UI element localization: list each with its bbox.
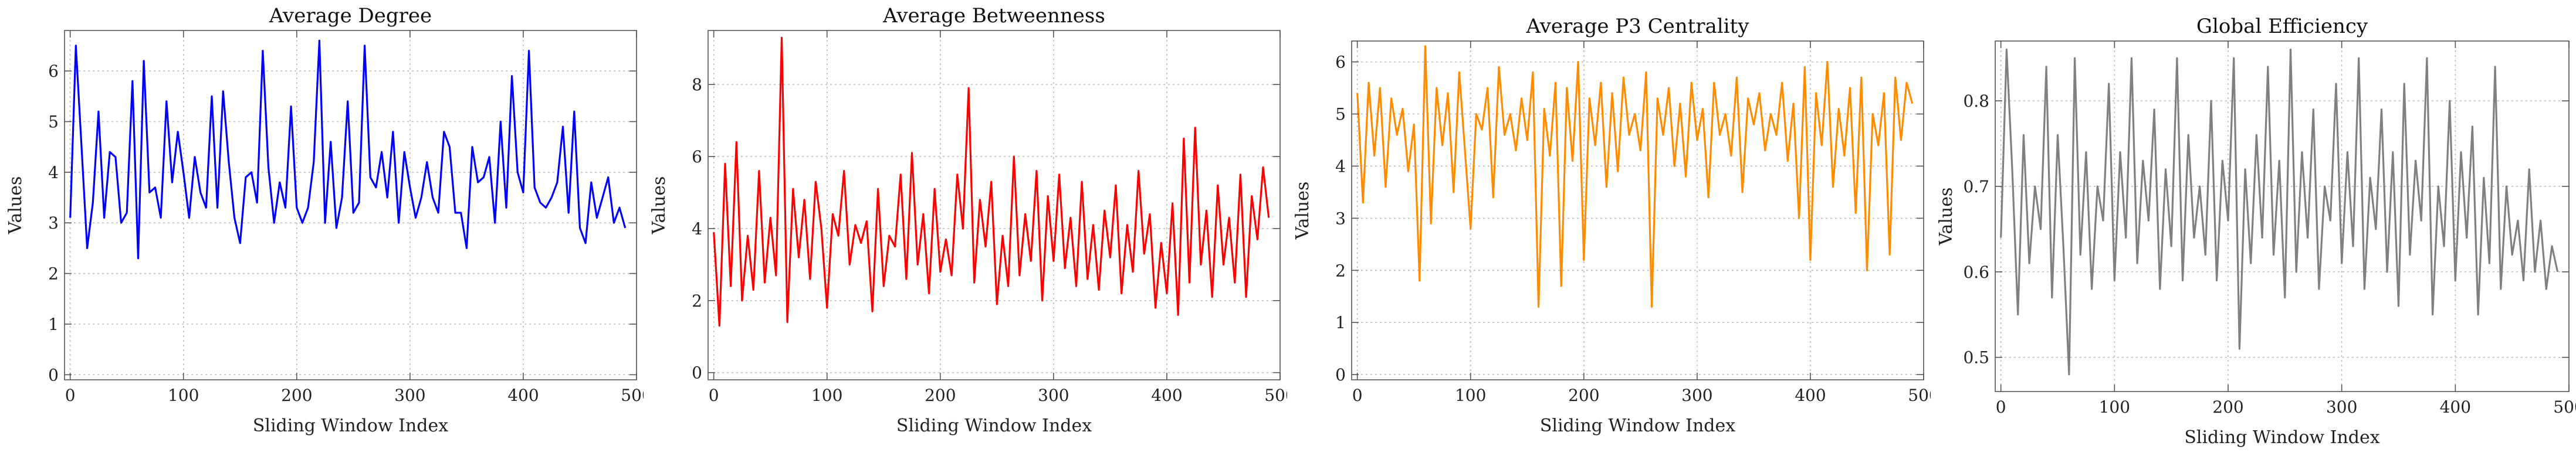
plot-frame — [1351, 40, 1924, 380]
y-tick-label: 0 — [48, 365, 59, 384]
y-tick-label: 4 — [692, 219, 702, 239]
x-tick-label: 200 — [2212, 397, 2243, 417]
plot-frame — [708, 30, 1281, 380]
chart-svg-average-p3-centrality: 0 100 200 300 400 500 0 1 2 3 4 5 6 Average P3 Centra… — [1292, 15, 1931, 436]
chart-svg-average-degree: 0 100 200 300 400 500 0 1 2 3 4 5 6 Average Degree Sli… — [5, 4, 644, 436]
y-axis-label: Values — [649, 176, 669, 235]
y-tick-label: 0.7 — [1963, 177, 1989, 196]
chart-panel-average-degree: 0 100 200 300 400 500 0 1 2 3 4 5 6 Average Degree Sli… — [0, 0, 644, 456]
chart-svg-average-betweenness: 0 100 200 300 400 500 0 2 4 6 8 Average Betweenness… — [649, 4, 1287, 436]
x-tick-label: 400 — [507, 386, 539, 405]
y-tick-label: 4 — [48, 163, 59, 182]
y-tick-label: 0.8 — [1963, 91, 1989, 111]
x-axis-label: Sliding Window Index — [896, 416, 1092, 436]
chart-panel-average-betweenness: 0 100 200 300 400 500 0 2 4 6 8 Average Betweenness… — [644, 0, 1287, 456]
y-tick-label: 8 — [692, 75, 702, 94]
data-series-line — [69, 39, 627, 260]
x-tick-label: 500 — [1264, 386, 1287, 405]
x-tick-label: 0 — [709, 386, 719, 405]
data-series-line — [713, 36, 1270, 327]
plot-area — [65, 30, 637, 380]
chart-title: Average Betweenness — [882, 4, 1105, 28]
y-tick-label: 0 — [1335, 365, 1346, 384]
y-tick-label: 2 — [692, 291, 702, 311]
chart-panel-average-p3-centrality: 0 100 200 300 400 500 0 1 2 3 4 5 6 Average P3 Centra… — [1287, 0, 1931, 456]
y-tick-label: 6 — [692, 147, 702, 166]
chart-title: Average P3 Centrality — [1526, 15, 1750, 38]
y-axis-label: Values — [1936, 188, 1956, 246]
y-tick-label: 1 — [48, 315, 59, 334]
x-tick-label: 0 — [1352, 386, 1363, 405]
x-tick-label: 200 — [281, 386, 312, 405]
y-tick-label: 0.5 — [1963, 348, 1989, 367]
y-tick-label: 2 — [48, 264, 59, 284]
y-tick-label: 6 — [48, 62, 59, 81]
y-tick-label: 6 — [1335, 53, 1346, 72]
x-tick-label: 100 — [168, 386, 199, 405]
x-tick-label: 100 — [1455, 386, 1486, 405]
y-tick-label: 3 — [1335, 209, 1346, 228]
chart-title: Average Degree — [269, 4, 432, 28]
x-tick-label: 300 — [1681, 386, 1712, 405]
x-tick-label: 500 — [1908, 386, 1931, 405]
x-axis-label: Sliding Window Index — [1540, 416, 1735, 436]
y-tick-label: 1 — [1335, 313, 1346, 332]
y-tick-label: 0 — [692, 363, 702, 383]
data-series-line — [1356, 45, 1914, 308]
x-tick-label: 200 — [1568, 386, 1599, 405]
y-tick-label: 4 — [1335, 156, 1346, 176]
y-tick-label: 5 — [48, 112, 59, 131]
data-series-line — [2000, 48, 2559, 376]
y-axis-label: Values — [5, 176, 26, 235]
x-tick-label: 400 — [1795, 386, 1826, 405]
chart-panel-global-efficiency: 0 100 200 300 400 500 0.5 0.6 0.7 0.8 Global Effic… — [1931, 0, 2576, 456]
y-tick-label: 5 — [1335, 104, 1346, 124]
plot-frame — [64, 30, 637, 380]
plot-frame — [1995, 40, 2570, 392]
x-tick-label: 300 — [2326, 397, 2357, 417]
x-tick-label: 100 — [2099, 397, 2130, 417]
x-axis-label: Sliding Window Index — [253, 416, 448, 436]
x-tick-label: 500 — [621, 386, 644, 405]
y-tick-label: 0.6 — [1963, 263, 1989, 282]
y-tick-label: 2 — [1335, 261, 1346, 280]
y-axis-label: Values — [1292, 182, 1313, 240]
x-tick-label: 400 — [1151, 386, 1182, 405]
x-tick-label: 300 — [1038, 386, 1069, 405]
y-tick-label: 3 — [48, 213, 59, 233]
x-tick-label: 0 — [65, 386, 76, 405]
chart-title: Global Efficiency — [2196, 15, 2368, 38]
x-tick-label: 400 — [2440, 397, 2471, 417]
x-tick-label: 300 — [394, 386, 425, 405]
x-tick-label: 0 — [1996, 397, 2006, 417]
x-tick-label: 100 — [811, 386, 842, 405]
x-tick-label: 200 — [925, 386, 956, 405]
x-axis-label: Sliding Window Index — [2184, 427, 2379, 448]
x-tick-label: 500 — [2553, 397, 2576, 417]
chart-svg-global-efficiency: 0 100 200 300 400 500 0.5 0.6 0.7 0.8 Global Effic… — [1936, 15, 2576, 448]
